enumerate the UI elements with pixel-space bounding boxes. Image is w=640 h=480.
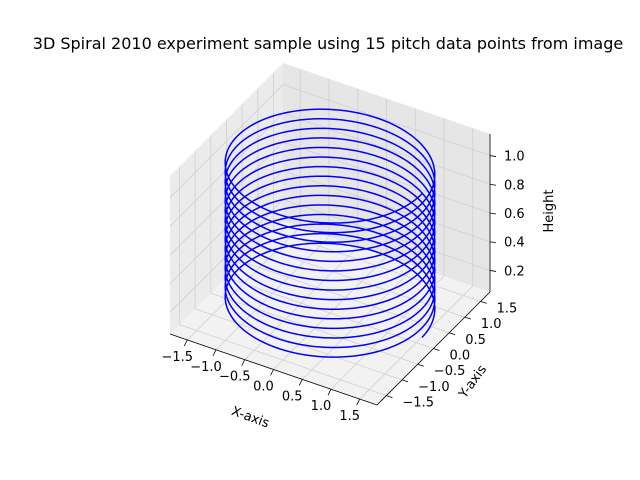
z-tick-mark bbox=[489, 183, 497, 186]
chart-title: 3D Spiral 2010 experiment sample using 1… bbox=[33, 34, 623, 53]
x-tick-mark bbox=[270, 369, 274, 376]
grid-line-z-back bbox=[282, 84, 491, 156]
x-tick-mark bbox=[183, 339, 188, 347]
x-axis-label: X-axis bbox=[229, 404, 271, 432]
grid-line-y-floor bbox=[179, 324, 387, 396]
x-tick-mark bbox=[298, 379, 303, 386]
z-tick-mark bbox=[489, 241, 497, 244]
z-tick-label: 0.6 bbox=[504, 207, 525, 222]
z-tick-label: 0.8 bbox=[504, 178, 525, 193]
y-tick-mark bbox=[449, 332, 456, 336]
y-tick-label: −1.0 bbox=[418, 380, 450, 395]
y-tick-label: 0.0 bbox=[450, 349, 471, 364]
z-tick-label: 1.0 bbox=[504, 150, 525, 165]
y-tick-label: −1.5 bbox=[402, 396, 434, 411]
y-tick-mark bbox=[417, 363, 424, 367]
x-tick-mark bbox=[241, 359, 246, 366]
spiral-line bbox=[224, 108, 436, 358]
grid-line-y-floor bbox=[210, 292, 418, 365]
grid-line-z-back bbox=[282, 170, 491, 243]
y-tick-mark bbox=[401, 379, 409, 383]
x-tick-label: 0.0 bbox=[253, 380, 274, 395]
x-tick-label: −0.5 bbox=[219, 370, 251, 385]
spiral-series bbox=[224, 108, 436, 358]
x-tick-label: 1.5 bbox=[339, 409, 360, 424]
z-tick-mark bbox=[489, 270, 497, 272]
x-tick-label: −1.0 bbox=[190, 360, 222, 375]
y-tick-mark bbox=[433, 348, 440, 351]
y-tick-mark bbox=[386, 395, 393, 398]
grid-line-z-back bbox=[282, 141, 491, 214]
x-tick-mark bbox=[356, 398, 361, 406]
x-tick-label: 0.5 bbox=[282, 389, 303, 404]
grid-line-z-back bbox=[282, 112, 491, 185]
grid-line-y-floor bbox=[226, 277, 434, 349]
y-tick-label: 0.5 bbox=[465, 333, 486, 348]
z-tick-mark bbox=[489, 155, 497, 157]
x-tick-label: 1.0 bbox=[311, 399, 332, 414]
z-tick-mark bbox=[489, 212, 497, 215]
x-tick-label: −1.5 bbox=[161, 350, 193, 365]
z-axis-label: Height bbox=[542, 190, 557, 233]
x-ticks: −1.5−1.0−0.50.0 0.5 1.0 1.5 bbox=[161, 339, 361, 424]
grid-line-z-left bbox=[169, 84, 284, 198]
y-tick-label: −0.5 bbox=[434, 364, 466, 379]
grid-line-z-back bbox=[282, 199, 491, 271]
y-tick-mark bbox=[480, 301, 487, 304]
grid-line-y-floor bbox=[242, 261, 450, 334]
x-tick-mark bbox=[212, 349, 217, 356]
y-tick-label: 1.0 bbox=[481, 317, 502, 332]
z-tick-label: 0.4 bbox=[504, 236, 525, 251]
x-tick-mark bbox=[327, 389, 332, 396]
z-tick-label: 0.2 bbox=[504, 264, 525, 279]
y-tick-label: 1.5 bbox=[497, 301, 518, 316]
y-ticks: −1.5−1.0−0.50.00.51.01.5 bbox=[386, 301, 518, 411]
z-ticks: 0.2 0.4 0.6 0.8 1.0 bbox=[489, 150, 525, 279]
y-tick-mark bbox=[464, 316, 472, 320]
